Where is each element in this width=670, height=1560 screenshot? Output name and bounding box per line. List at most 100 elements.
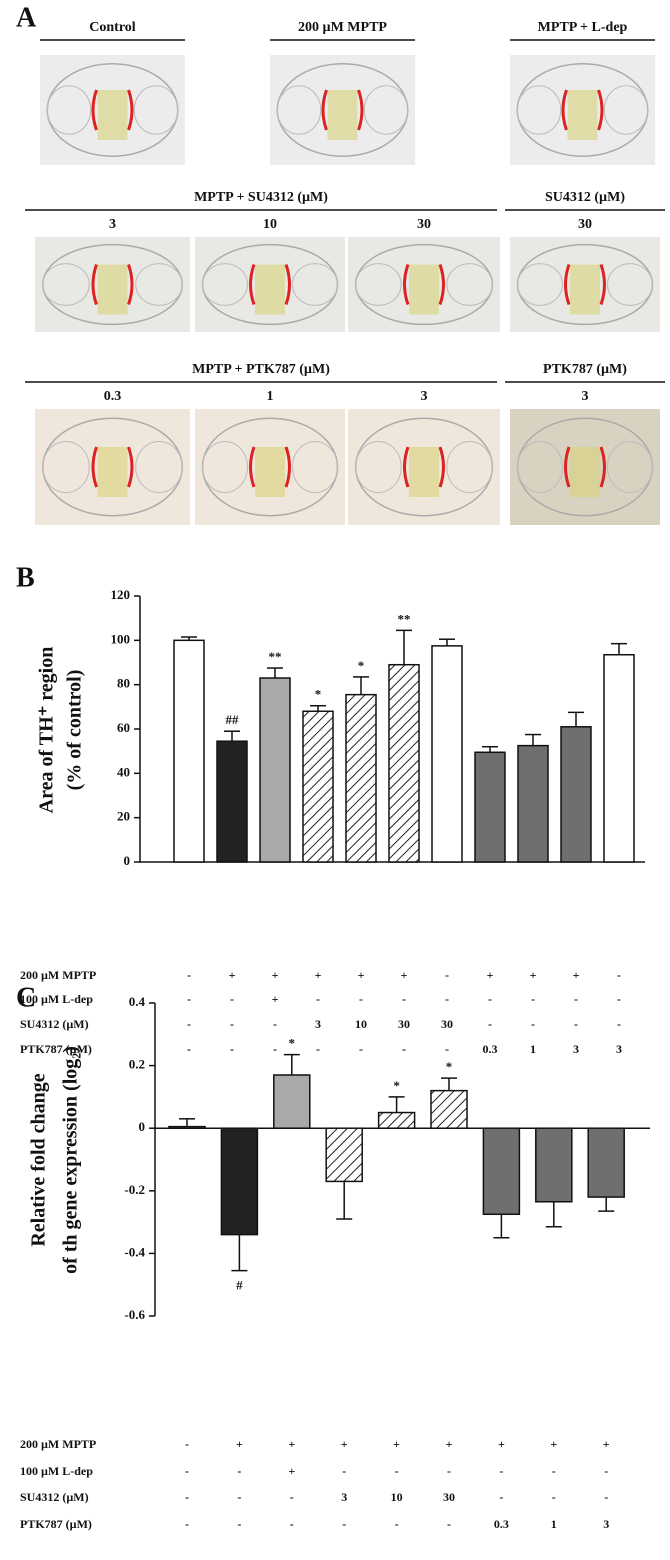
y-tick-label: -0.6 (124, 1307, 145, 1322)
condition-cell: + (530, 968, 537, 982)
condition-cell: - (395, 1464, 399, 1478)
panel-letter: C (16, 982, 36, 1013)
condition-cell: - (342, 1517, 346, 1531)
y-axis-label: of th gene expression (log₂) (60, 1046, 82, 1274)
condition-cell: - (237, 1490, 241, 1504)
condition-cell: - (531, 992, 535, 1006)
condition-cell: - (316, 1042, 320, 1056)
condition-cell: - (617, 968, 621, 982)
condition-cell: - (488, 992, 492, 1006)
sub-label: 3 (421, 389, 428, 404)
condition-cell: + (272, 968, 279, 982)
significance-mark: ## (226, 712, 240, 727)
red-bracket (438, 264, 445, 305)
bar (259, 677, 291, 863)
larva-eye (355, 263, 402, 306)
red-bracket (438, 446, 445, 488)
larva-eye (446, 263, 493, 306)
condition-row-label: PTK787 (µM) (20, 1042, 92, 1056)
condition-row-label: SU4312 (µM) (20, 1490, 89, 1504)
y-axis-label: Area of TH⁺ region (36, 647, 58, 814)
condition-cell: - (230, 1017, 234, 1031)
red-bracket (597, 89, 604, 131)
condition-row-label: 200 µM MPTP (20, 968, 96, 982)
th-region (327, 90, 358, 140)
larva-eye (517, 263, 563, 306)
larva-eye (363, 85, 409, 135)
condition-cell: + (393, 1437, 400, 1451)
th-region (97, 447, 128, 497)
red-bracket (284, 446, 291, 488)
condition-cell: - (359, 992, 363, 1006)
condition-cell: - (230, 992, 234, 1006)
condition-cell: - (273, 1042, 277, 1056)
bar (168, 1125, 206, 1129)
bar (220, 1127, 259, 1236)
condition-cell: 3 (315, 1017, 321, 1031)
condition-cell: - (402, 1042, 406, 1056)
condition-cell: - (290, 1490, 294, 1504)
condition-cell: + (603, 1437, 610, 1451)
larva-eye (446, 440, 493, 494)
condition-label: 200 µM MPTP (298, 20, 387, 35)
bar (587, 1127, 625, 1198)
condition-cell: - (230, 1042, 234, 1056)
condition-cell: + (446, 1437, 453, 1451)
condition-cell: - (445, 968, 449, 982)
red-bracket (321, 89, 328, 131)
significance-mark: ** (269, 649, 282, 664)
bar (388, 663, 420, 863)
condition-cell: - (499, 1464, 503, 1478)
condition-row-label: PTK787 (µM) (20, 1517, 92, 1531)
larva-eye (202, 263, 248, 306)
condition-cell: - (445, 1042, 449, 1056)
condition-cell: - (187, 968, 191, 982)
condition-cell: - (574, 992, 578, 1006)
group-title: MPTP + SU4312 (µM) (194, 190, 328, 205)
condition-row-label: 100 µM L-dep (20, 992, 93, 1006)
y-axis-label: (% of control) (64, 670, 86, 791)
larva-eye (202, 440, 248, 494)
larva-eye (516, 85, 562, 135)
th-region (255, 264, 285, 315)
condition-cell: + (498, 1437, 505, 1451)
condition-cell: - (488, 1017, 492, 1031)
red-bracket (564, 446, 571, 488)
condition-cell: + (573, 968, 580, 982)
condition-cell: + (229, 968, 236, 982)
condition-cell: 3 (341, 1490, 347, 1504)
bar (173, 639, 205, 863)
bar (431, 645, 463, 863)
condition-cell: 0.3 (483, 1042, 498, 1056)
sub-label: 3 (109, 217, 116, 232)
y-tick-label: -0.2 (124, 1182, 145, 1197)
bar (377, 1111, 416, 1129)
larva-eye (292, 263, 338, 306)
condition-cell: 3 (603, 1517, 609, 1531)
red-bracket (599, 446, 606, 488)
sub-label: 30 (417, 217, 431, 232)
larva-eye (133, 85, 179, 135)
condition-cell: - (499, 1490, 503, 1504)
th-region (409, 264, 439, 315)
red-bracket (284, 264, 291, 305)
sub-label: 10 (263, 217, 277, 232)
condition-cell: 30 (398, 1017, 410, 1031)
condition-cell: - (447, 1464, 451, 1478)
bar (560, 726, 592, 863)
larva-eye (603, 85, 649, 135)
condition-cell: - (237, 1464, 241, 1478)
condition-cell: + (487, 968, 494, 982)
condition-cell: - (185, 1517, 189, 1531)
larva-eye (607, 440, 653, 494)
condition-cell: - (185, 1464, 189, 1478)
condition-cell: - (185, 1490, 189, 1504)
red-bracket (249, 446, 256, 488)
condition-cell: - (187, 1042, 191, 1056)
significance-mark: * (446, 1059, 453, 1074)
significance-mark: ** (398, 611, 411, 626)
y-tick-label: 40 (117, 764, 130, 779)
condition-cell: 10 (355, 1017, 367, 1031)
condition-row-label: SU4312 (µM) (20, 1017, 89, 1031)
condition-cell: + (288, 1437, 295, 1451)
